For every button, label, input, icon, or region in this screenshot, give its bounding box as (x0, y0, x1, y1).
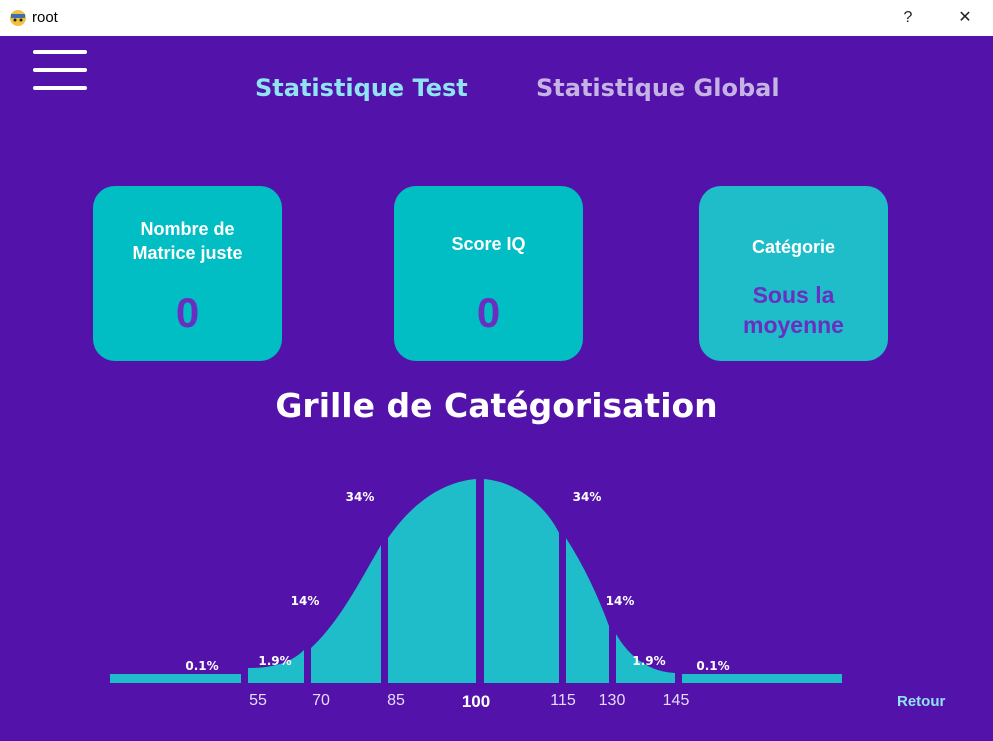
retour-button[interactable]: Retour (897, 693, 946, 710)
python-app-icon (10, 10, 26, 26)
percent-label-34-right: 34% (573, 490, 602, 504)
title-bar: root ? ✕ (0, 0, 993, 36)
correct-matrices-card: Nombre de Matrice juste 0 (93, 186, 282, 361)
curve-segment-1-9-left (248, 650, 304, 683)
close-button[interactable]: ✕ (958, 9, 972, 26)
window-title: root (32, 9, 58, 26)
curve-segment-high-tail (682, 674, 842, 683)
correct-matrices-label-line2: Matrice juste (132, 243, 243, 263)
help-button[interactable]: ? (903, 9, 913, 26)
correct-matrices-value: 0 (175, 289, 200, 336)
hamburger-menu-icon[interactable] (33, 50, 87, 92)
percent-label-low-tail: 0.1% (185, 659, 218, 673)
percent-label-14-right: 14% (606, 594, 635, 608)
percent-label-1-9-right: 1.9% (632, 654, 665, 668)
percent-label-1-9-left: 1.9% (258, 654, 291, 668)
tab-statistique-test[interactable]: Statistique Test (255, 74, 468, 102)
tab-statistique-global[interactable]: Statistique Global (536, 74, 780, 102)
category-value-line2: moyenne (743, 312, 844, 338)
curve-segment-1-9-right (616, 634, 675, 683)
correct-matrices-label-line1: Nombre de (140, 219, 235, 239)
tick-label-70: 70 (312, 692, 330, 709)
iq-score-value: 0 (476, 289, 501, 336)
curve-segment-34-left (388, 479, 476, 683)
tick-label-115: 115 (550, 692, 576, 709)
category-label: Catégorie (751, 237, 836, 257)
main-area: Statistique Test Statistique Global Nomb… (0, 36, 993, 741)
percent-label-high-tail: 0.1% (696, 659, 729, 673)
category-value-line1: Sous la (752, 282, 835, 308)
iq-score-card: Score IQ 0 (394, 186, 583, 361)
tick-label-100: 100 (462, 692, 490, 711)
percent-label-14-left: 14% (291, 594, 320, 608)
percent-label-34-left: 34% (346, 490, 375, 504)
curve-segment-low-tail (110, 674, 241, 683)
curve-segment-14-right (566, 538, 609, 683)
iq-score-label: Score IQ (451, 234, 526, 254)
curve-segment-14-left (311, 545, 381, 683)
tick-label-55: 55 (249, 692, 267, 709)
grid-title: Grille de Catégorisation (275, 386, 718, 425)
tick-label-130: 130 (599, 692, 626, 709)
curve-segment-34-right (484, 479, 559, 683)
bell-curve-graphic: 0.1% 1.9% 14% 34% 34% 14% 1.9% 0.1% 55 7… (110, 479, 842, 711)
category-card: Catégorie Sous la moyenne (699, 186, 888, 361)
tick-label-145: 145 (663, 692, 690, 709)
tick-label-85: 85 (387, 692, 405, 709)
